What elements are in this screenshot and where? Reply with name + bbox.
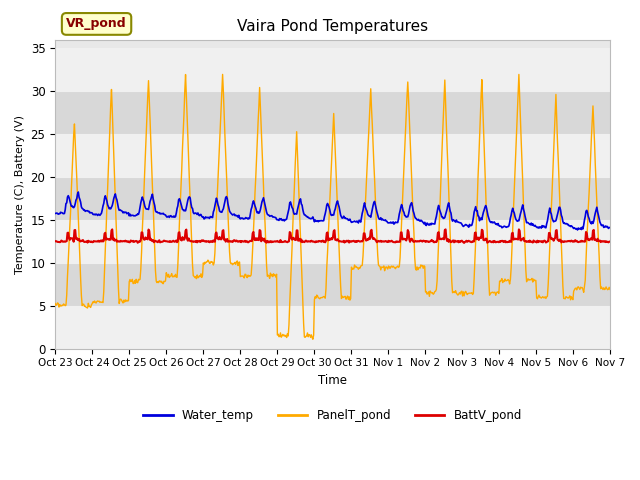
Text: VR_pond: VR_pond bbox=[67, 17, 127, 30]
X-axis label: Time: Time bbox=[318, 374, 347, 387]
Bar bbox=[55, 306, 610, 348]
Legend: Water_temp, PanelT_pond, BattV_pond: Water_temp, PanelT_pond, BattV_pond bbox=[138, 404, 527, 427]
Title: Vaira Pond Temperatures: Vaira Pond Temperatures bbox=[237, 20, 428, 35]
Bar bbox=[55, 177, 610, 220]
Bar bbox=[55, 220, 610, 263]
Bar bbox=[55, 263, 610, 306]
Bar bbox=[55, 91, 610, 134]
Bar bbox=[55, 48, 610, 91]
Y-axis label: Temperature (C), Battery (V): Temperature (C), Battery (V) bbox=[15, 115, 25, 274]
Bar bbox=[55, 134, 610, 177]
